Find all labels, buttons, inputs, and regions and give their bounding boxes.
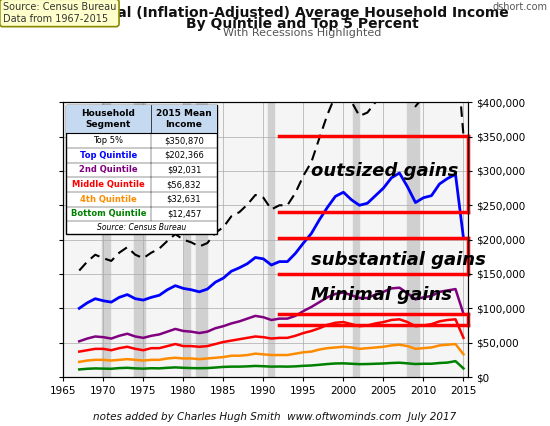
Bar	[353, 102, 359, 377]
Text: 2015 Mean
Income: 2015 Mean Income	[156, 109, 212, 129]
Text: Bottom Quintile: Bottom Quintile	[70, 210, 146, 219]
Text: Source: Census Bureau: Source: Census Bureau	[97, 223, 186, 232]
Text: substantial gains: substantial gains	[311, 251, 486, 269]
Text: By Quintile and Top 5 Percent: By Quintile and Top 5 Percent	[186, 17, 419, 31]
Text: dshort.com: dshort.com	[492, 2, 547, 12]
Text: notes added by Charles Hugh Smith  www.oftwominds.com  July 2017: notes added by Charles Hugh Smith www.of…	[94, 412, 456, 422]
Text: Source: Census Bureau
Data from 1967-2015: Source: Census Bureau Data from 1967-201…	[3, 2, 116, 24]
Text: Top 5%: Top 5%	[94, 136, 123, 145]
Text: $350,870: $350,870	[164, 136, 204, 145]
Text: $32,631: $32,631	[167, 195, 201, 204]
Bar	[184, 102, 190, 377]
Text: $56,832: $56,832	[167, 180, 201, 189]
Text: 4th Quintile: 4th Quintile	[80, 195, 137, 204]
Bar	[406, 102, 420, 377]
Text: outsized gains: outsized gains	[311, 162, 459, 180]
Text: $92,031: $92,031	[167, 165, 201, 175]
Text: Minimal gains: Minimal gains	[311, 285, 453, 304]
FancyBboxPatch shape	[66, 105, 217, 133]
Text: Household
Segment: Household Segment	[81, 109, 135, 129]
Bar	[135, 102, 145, 377]
Text: 2nd Quintile: 2nd Quintile	[79, 165, 138, 175]
FancyBboxPatch shape	[66, 105, 217, 234]
Bar	[196, 102, 207, 377]
Text: Middle Quintile: Middle Quintile	[72, 180, 145, 189]
Text: With Recessions Highlighted: With Recessions Highlighted	[223, 28, 382, 37]
Bar	[102, 102, 111, 377]
Text: Top Quintile: Top Quintile	[80, 151, 137, 160]
Text: $12,457: $12,457	[167, 210, 201, 219]
Text: $202,366: $202,366	[164, 151, 204, 160]
Text: Real (Inflation-Adjusted) Average Household Income: Real (Inflation-Adjusted) Average Househ…	[97, 6, 508, 20]
Bar	[268, 102, 274, 377]
